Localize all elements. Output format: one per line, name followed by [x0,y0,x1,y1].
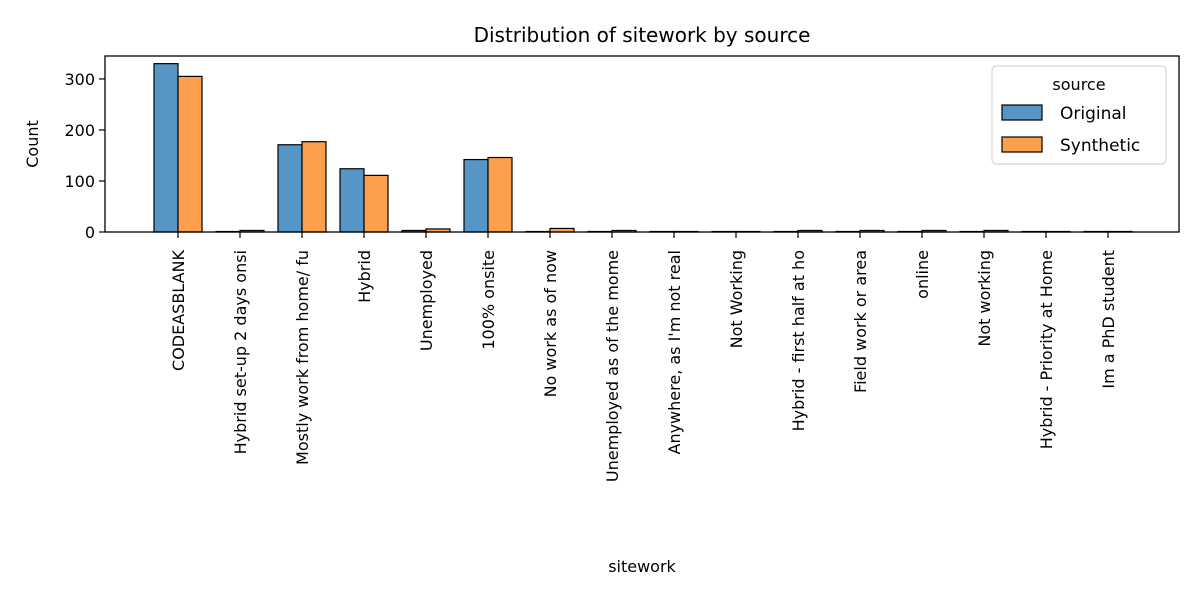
x-tick-label: Unemployed as of the mome [603,250,622,482]
x-axis-title: sitework [608,557,676,576]
y-tick-label: 0 [85,223,95,242]
x-axis: CODEASBLANK Hybrid set-up 2 days onsi Most… [169,232,1118,482]
bar-synthetic [363,174,389,233]
chart-title: Distribution of sitework by source [474,23,811,47]
legend-swatch-synthetic [1001,136,1043,153]
y-tick-label: 300 [64,70,95,89]
bars-group [153,63,1133,233]
y-tick-label: 100 [64,172,95,191]
x-tick-label: No work as of now [541,250,560,397]
y-axis: 0 100 200 300 [64,70,105,242]
x-tick-label: CODEASBLANK [169,250,188,371]
bar-synthetic [177,75,203,233]
bar-original [339,168,365,233]
y-axis-title: Count [23,120,42,168]
x-tick-label: Anywhere, as I'm not real [665,250,684,455]
bar-original [463,158,489,233]
bar-original [277,144,303,233]
legend-label-original: Original [1060,104,1127,124]
y-tick-label: 200 [64,121,95,140]
plot-frame [104,55,1180,233]
legend-label-synthetic: Synthetic [1060,136,1140,156]
x-tick-label: Im a PhD student [1099,250,1118,389]
legend-swatch-original [1001,104,1043,121]
legend: source Original Synthetic [991,65,1167,165]
legend-title: source [1052,75,1105,94]
x-tick-label: Unemployed [417,250,436,351]
x-tick-label: Hybrid set-up 2 days onsi [231,250,250,454]
x-tick-label: Mostly work from home/ fu [293,250,312,465]
x-tick-label: Hybrid [355,250,374,303]
bar-synthetic [487,156,513,233]
x-tick-label: Field work or area [851,250,870,393]
x-tick-label: online [913,250,932,299]
x-tick-label: Hybrid - Priority at Home [1037,250,1056,449]
bar-synthetic [301,141,327,233]
x-tick-label: Hybrid - first half at ho [789,250,808,431]
bar-original [153,63,179,233]
x-tick-label: Not working [975,250,994,347]
x-tick-label: Not Working [727,250,746,348]
x-tick-label: 100% onsite [479,250,498,350]
